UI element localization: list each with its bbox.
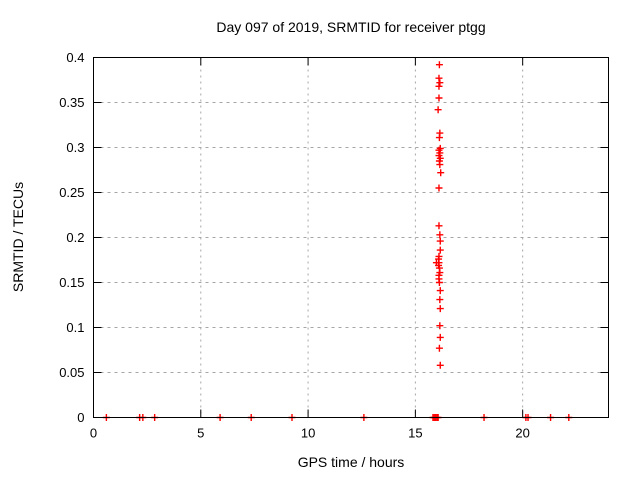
y-tick-label: 0: [77, 410, 84, 425]
data-point-marker: [436, 231, 444, 239]
y-tick-label: 0.1: [66, 320, 84, 335]
x-tick-label: 5: [197, 426, 204, 441]
data-point-marker: [436, 79, 444, 87]
data-point-marker: [435, 222, 443, 230]
data-point-marker: [435, 279, 443, 286]
x-tick-label: 20: [515, 426, 529, 441]
y-tick-label: 0.35: [59, 95, 84, 110]
data-point-marker: [435, 344, 443, 352]
x-tick-label: 10: [301, 426, 315, 441]
data-point-marker: [435, 61, 443, 69]
y-tick-label: 0.2: [66, 230, 84, 245]
y-tick-label: 0.25: [59, 185, 84, 200]
data-point-marker: [435, 74, 443, 82]
y-tick-label: 0.3: [66, 140, 84, 155]
y-tick-label: 0.15: [59, 275, 84, 290]
data-point-marker: [436, 246, 444, 254]
x-tick-label: 0: [90, 426, 97, 441]
chart-title: Day 097 of 2019, SRMTID for receiver ptg…: [216, 19, 486, 35]
data-point-marker: [436, 237, 444, 245]
data-point-marker: [435, 184, 443, 192]
data-point-marker: [436, 361, 444, 369]
data-point-marker: [436, 305, 444, 313]
x-tick-label: 15: [408, 426, 422, 441]
data-point-marker: [435, 94, 443, 102]
data-point-marker: [436, 296, 444, 304]
data-point-marker: [434, 106, 442, 114]
y-tick-label: 0.4: [66, 50, 84, 65]
data-point-marker: [436, 287, 444, 295]
data-point-marker: [436, 161, 444, 169]
data-point-marker: [436, 333, 444, 341]
data-point-marker: [436, 322, 444, 330]
data-point-marker: [435, 134, 443, 142]
data-point-marker: [435, 82, 443, 90]
x-axis-title: GPS time / hours: [297, 454, 405, 470]
data-point-marker: [437, 169, 445, 177]
y-tick-label: 0.05: [59, 365, 84, 380]
y-axis-title: SRMTID / TECUs: [10, 181, 26, 293]
